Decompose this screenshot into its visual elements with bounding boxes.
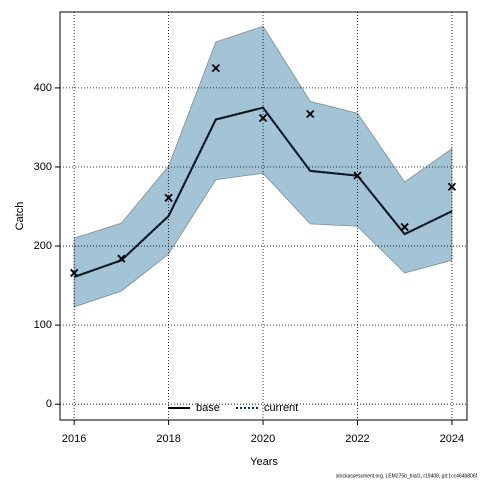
point — [117, 254, 126, 263]
y-tick-label: 200 — [34, 240, 52, 252]
line — [73, 106, 453, 278]
y-tick-label: 400 — [34, 82, 52, 94]
point — [258, 113, 268, 123]
x-axis-label: Years — [250, 456, 278, 468]
plot-frame — [59, 11, 468, 421]
point — [70, 268, 79, 278]
point — [400, 222, 409, 232]
confidence-band — [73, 25, 453, 308]
y-axis-label: Catch — [14, 202, 26, 231]
point — [164, 193, 173, 202]
legend-label: base — [196, 402, 220, 414]
x-tick-label: 2024 — [440, 433, 464, 445]
x-tick-label: 2018 — [156, 433, 180, 445]
legend-label: current — [264, 402, 298, 414]
point — [353, 171, 362, 180]
point — [211, 64, 220, 73]
y-tick-label: 300 — [34, 161, 52, 173]
footer: stockassessment.org, LEM275b_trial1, r19… — [336, 473, 478, 479]
y-tick-label: 0 — [46, 398, 52, 410]
point — [447, 182, 457, 191]
x-tick-label: 2016 — [62, 433, 86, 445]
point — [306, 109, 315, 119]
x-tick-label: 2020 — [251, 433, 275, 445]
x-tick-label: 2022 — [345, 433, 369, 445]
y-tick-label: 100 — [34, 319, 52, 331]
